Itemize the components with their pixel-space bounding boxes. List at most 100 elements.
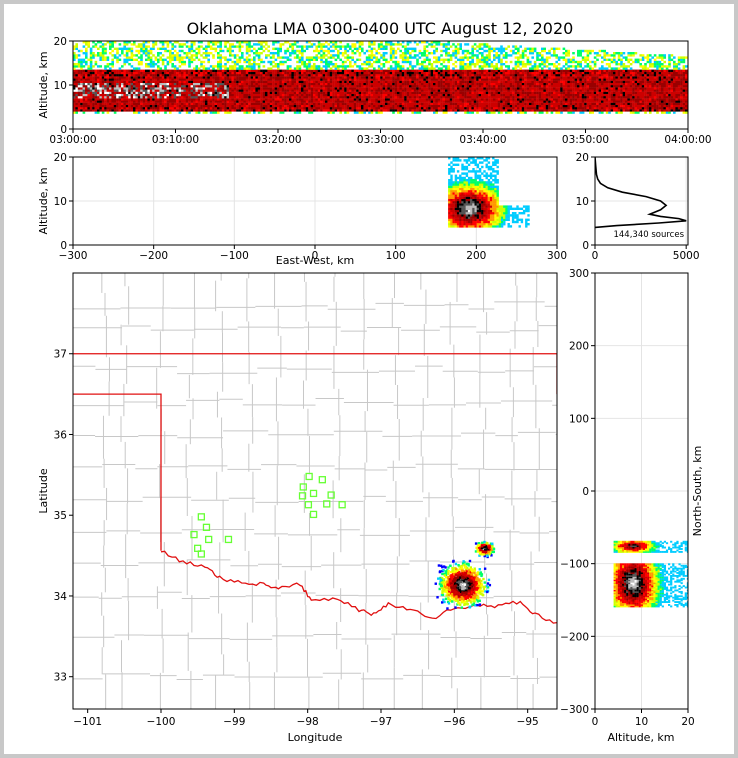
time-height-source-cell (147, 45, 150, 48)
time-height-source-cell (488, 89, 491, 92)
time-height-source-cell (488, 45, 491, 48)
time-height-source-cell (274, 65, 278, 68)
time-height-source-cell (519, 56, 522, 59)
time-height-source-cell (322, 54, 326, 57)
time-height-source-cell (133, 102, 136, 105)
time-height-source-cell (385, 93, 388, 97)
time-height-source-cell (197, 107, 201, 110)
time-height-source-cell (85, 91, 88, 94)
time-height-source-cell (121, 109, 124, 112)
time-height-source-cell (421, 109, 424, 112)
time-height-source-cell (375, 98, 378, 101)
time-height-source-cell (265, 80, 268, 83)
time-height-source-cell (169, 89, 172, 92)
time-height-source-cell (257, 82, 261, 86)
time-height-source-cell (87, 93, 90, 97)
time-height-source-cell (478, 100, 482, 103)
time-height-source-cell (164, 96, 167, 99)
time-height-source-cell (471, 60, 474, 64)
time-height-source-cell (375, 69, 378, 72)
time-height-source-cell (118, 58, 122, 61)
time-height-source-cell (233, 69, 237, 72)
time-height-source-cell (315, 82, 318, 86)
time-height-source-cell (212, 67, 215, 70)
time-height-source-cell (370, 71, 374, 75)
time-height-source-cell (173, 82, 177, 86)
time-height-source-cell (140, 104, 143, 108)
time-height-source-cell (512, 52, 515, 55)
time-height-source-cell (315, 109, 318, 112)
time-height-source-cell (209, 91, 213, 94)
time-height-source-cell (245, 49, 249, 53)
time-height-source-cell (169, 41, 172, 44)
time-height-source-cell (209, 111, 213, 114)
time-height-source-cell (109, 74, 112, 77)
time-height-source-cell (265, 56, 268, 59)
time-height-source-cell (181, 60, 184, 64)
time-height-source-cell (178, 71, 182, 75)
time-height-source-cell (320, 76, 323, 79)
time-height-source-cell (490, 80, 494, 83)
time-height-source-cell (514, 65, 518, 68)
time-height-source-cell (363, 74, 366, 77)
time-height-source-cell (173, 69, 177, 72)
time-height-source-cell (380, 96, 383, 99)
time-height-source-cell (226, 107, 230, 110)
time-height-source-cell (104, 78, 107, 81)
time-height-source-cell (449, 45, 453, 48)
time-height-source-cell (245, 93, 249, 97)
time-height-source-cell (137, 82, 141, 86)
time-height-source-cell (320, 47, 323, 50)
time-height-source-cell (296, 41, 299, 44)
time-height-source-cell (392, 111, 395, 114)
time-height-source-cell (205, 71, 208, 75)
time-height-source-cell (109, 93, 112, 97)
time-height-source-cell (82, 60, 86, 64)
time-height-source-cell (229, 58, 232, 61)
time-height-source-cell (303, 100, 306, 103)
time-height-source-cell (488, 52, 491, 55)
time-height-source-cell (125, 60, 129, 64)
time-height-source-cell (375, 76, 378, 79)
time-height-source-cell (447, 82, 450, 86)
time-height-source-cell (421, 102, 424, 105)
time-height-source-cell (339, 85, 342, 88)
time-height-source-cell (380, 98, 383, 101)
time-height-source-cell (77, 71, 81, 75)
time-height-source-cell (159, 102, 162, 105)
time-height-source-cell (111, 69, 114, 72)
time-height-source-cell (274, 107, 278, 110)
time-height-source-cell (452, 54, 455, 57)
time-height-source-cell (325, 60, 328, 64)
time-height-source-cell (243, 78, 246, 81)
time-height-source-cell (382, 87, 386, 90)
time-height-source-cell (401, 87, 405, 90)
time-height-source-cell (305, 47, 309, 50)
time-height-source-cell (521, 76, 525, 79)
time-height-source-cell (327, 104, 330, 108)
time-height-source-cell (447, 54, 450, 57)
time-height-source-cell (368, 45, 371, 48)
time-height-source-cell (404, 71, 407, 75)
time-height-source-cell (133, 74, 136, 77)
time-height-source-cell (298, 58, 302, 61)
time-height-source-cell (118, 78, 122, 81)
time-height-source-cell (183, 76, 186, 79)
time-height-source-cell (524, 109, 527, 112)
time-height-source-cell (310, 45, 314, 48)
time-height-source-cell (375, 102, 378, 105)
time-height-source-cell (125, 69, 129, 72)
time-height-source-cell (73, 76, 76, 79)
time-height-source-cell (236, 89, 239, 92)
time-height-source-cell (245, 96, 249, 99)
time-height-source-cell (308, 74, 311, 77)
time-height-source-cell (401, 41, 405, 44)
time-height-source-cell (277, 74, 280, 77)
time-height-source-cell (454, 49, 458, 53)
time-height-source-cell (277, 54, 280, 57)
time-height-source-cell (303, 78, 306, 81)
time-height-source-cell (291, 80, 294, 83)
time-height-source-cell (257, 76, 261, 79)
time-height-source-cell (113, 89, 117, 92)
time-height-source-cell (394, 60, 398, 64)
